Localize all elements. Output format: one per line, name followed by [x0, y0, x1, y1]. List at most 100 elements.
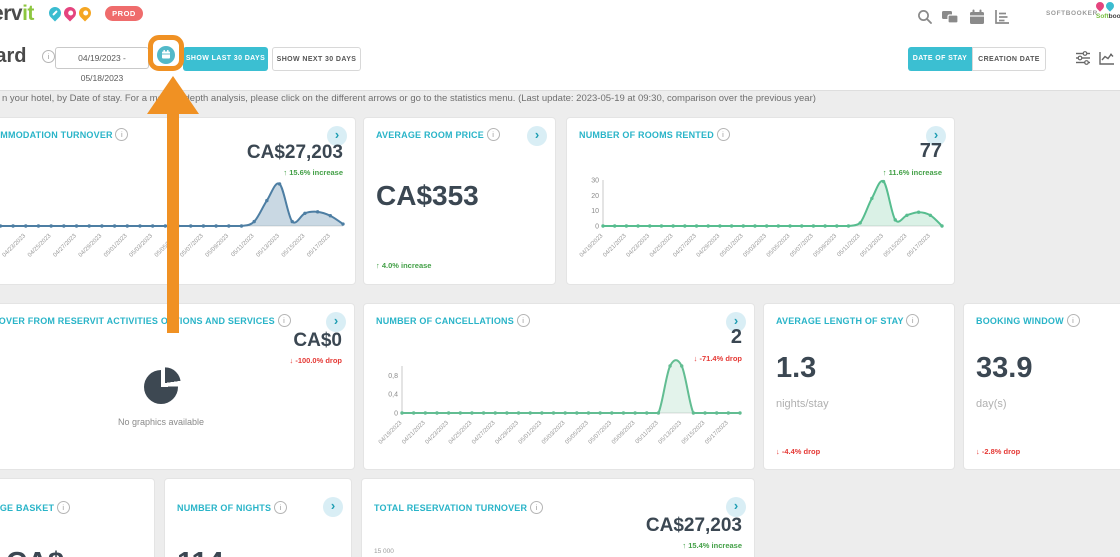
card-total-reservation-turnover: TOTAL RESERVATION TURNOVER i › CA$27,203…: [361, 478, 755, 557]
info-icon[interactable]: i: [1066, 314, 1080, 327]
top-header-bar: reservit PROD SOFTBOOKER: [0, 0, 1120, 35]
card-value: CA$27,203: [645, 515, 742, 536]
svg-text:0,8: 0,8: [388, 373, 398, 380]
card-rooms-rented: NUMBER OF ROOMS RENTED i › 77 ↑ 11.6% in…: [566, 117, 955, 285]
card-title: TURNOVER FROM RESERVIT ACTIVITIES OPTION…: [0, 314, 291, 327]
card-delta: ↑ 11.6% increase: [882, 168, 942, 177]
card-avg-length-of-stay: AVERAGE LENGTH OF STAY i 1.3 nights/stay…: [763, 303, 955, 470]
info-icon[interactable]: i: [56, 501, 70, 514]
info-icon[interactable]: i: [486, 128, 500, 141]
card-detail-chevron-button[interactable]: ›: [527, 126, 547, 146]
annotation-highlight-box: [148, 35, 184, 71]
svg-text:05/07/2023: 05/07/2023: [179, 233, 205, 259]
svg-text:05/15/2023: 05/15/2023: [681, 420, 707, 446]
svg-text:0: 0: [595, 224, 599, 231]
card-detail-chevron-button[interactable]: ›: [926, 126, 946, 146]
card-detail-chevron-button[interactable]: ›: [326, 312, 346, 332]
svg-text:10: 10: [591, 208, 599, 215]
card-title: AVERAGE BASKET i: [0, 501, 70, 514]
card-title: NUMBER OF NIGHTS i: [177, 501, 287, 514]
logo-pin-orange-icon: [76, 4, 94, 22]
partner-text-dark: booker: [1108, 13, 1120, 20]
date-picker-calendar-button[interactable]: [157, 46, 175, 64]
card-value: 2: [730, 326, 742, 348]
svg-text:05/09/2023: 05/09/2023: [813, 233, 839, 259]
card-delta: ↑ 15.4% increase: [682, 541, 742, 550]
card-average-room-price: AVERAGE ROOM PRICE i › CA$353 ↑ 4.0% inc…: [363, 117, 556, 285]
annotation-arrow-head: [147, 76, 199, 114]
svg-text:05/03/2023: 05/03/2023: [743, 233, 769, 259]
svg-text:04/25/2023: 04/25/2023: [649, 233, 675, 259]
card-title: BOOKING WINDOW i: [976, 314, 1080, 327]
card-detail-chevron-button[interactable]: ›: [726, 497, 746, 517]
card-booking-window: BOOKING WINDOW i 33.9 day(s) ↓ -2.8% dro…: [963, 303, 1120, 470]
svg-text:05/01/2023: 05/01/2023: [518, 420, 544, 446]
card-number-of-nights: NUMBER OF NIGHTS i › 114: [164, 478, 352, 557]
search-icon[interactable]: [916, 8, 934, 26]
calendar-icon[interactable]: [968, 8, 986, 26]
info-icon[interactable]: i: [906, 314, 920, 327]
svg-text:05/07/2023: 05/07/2023: [789, 233, 815, 259]
messages-icon[interactable]: [941, 8, 959, 26]
statistics-chart-icon[interactable]: [1098, 49, 1116, 67]
show-last-30-days-button[interactable]: SHOW LAST 30 DAYS: [183, 47, 268, 71]
info-icon[interactable]: i: [273, 501, 287, 514]
info-icon[interactable]: i: [716, 128, 730, 141]
svg-text:04/21/2023: 04/21/2023: [401, 420, 427, 446]
card-delta: ↑ 15.6% increase: [283, 168, 343, 177]
svg-text:04/25/2023: 04/25/2023: [448, 420, 474, 446]
svg-text:04/29/2023: 04/29/2023: [78, 233, 104, 259]
card-value: CA$27,203: [246, 142, 343, 163]
card-delta: ↑ 4.0% increase: [376, 261, 432, 270]
card-unit: day(s): [976, 398, 1007, 410]
svg-text:20: 20: [591, 193, 599, 200]
info-icon[interactable]: i: [115, 128, 129, 141]
logo-pin-pink-icon: [61, 4, 79, 22]
info-icon[interactable]: i: [277, 314, 291, 327]
page-title: Dashboard: [0, 45, 27, 67]
no-graphics-text: No graphics available: [117, 417, 205, 427]
card-delta: ↓ -100.0% drop: [289, 356, 342, 365]
card-cancellations: NUMBER OF CANCELLATIONS i › 2 ↓ -71.4% d…: [363, 303, 755, 470]
page-info-icon[interactable]: i: [42, 50, 55, 63]
svg-text:0,4: 0,4: [388, 392, 398, 399]
card-value: CA$: [6, 547, 64, 557]
softbooker-label: SOFTBOOKER: [1046, 10, 1098, 17]
svg-text:04/27/2023: 04/27/2023: [471, 420, 497, 446]
svg-text:30: 30: [591, 178, 599, 185]
info-icon[interactable]: i: [529, 501, 543, 514]
svg-text:05/13/2023: 05/13/2023: [859, 233, 885, 259]
reservit-logo[interactable]: reservit: [0, 2, 34, 26]
date-range-input[interactable]: 04/19/2023 - 05/18/2023: [55, 47, 149, 83]
card-title: NUMBER OF ROOMS RENTED i: [579, 128, 730, 141]
card-detail-chevron-button[interactable]: ›: [323, 497, 343, 517]
logo-text-dark: reserv: [0, 2, 23, 25]
svg-text:05/13/2023: 05/13/2023: [658, 420, 684, 446]
svg-text:04/27/2023: 04/27/2023: [52, 233, 78, 259]
info-icon[interactable]: i: [516, 314, 530, 327]
card-detail-chevron-button[interactable]: ›: [327, 126, 347, 146]
chart-y-tick: 15 000: [374, 548, 394, 555]
card-value: 114: [177, 547, 224, 557]
svg-text:05/13/2023: 05/13/2023: [255, 233, 281, 259]
card-detail-chevron-button[interactable]: ›: [726, 312, 746, 332]
date-of-stay-toggle[interactable]: DATE OF STAY: [908, 47, 972, 71]
creation-date-toggle[interactable]: CREATION DATE: [972, 47, 1046, 71]
svg-text:05/07/2023: 05/07/2023: [588, 420, 614, 446]
card-delta: ↓ -2.8% drop: [976, 447, 1021, 456]
rooms-rented-chart: 302010004/19/202304/21/202304/23/202304/…: [579, 178, 944, 259]
filter-sliders-icon[interactable]: [1074, 49, 1092, 67]
svg-text:05/09/2023: 05/09/2023: [205, 233, 231, 259]
stats-icon[interactable]: [993, 8, 1011, 26]
svg-text:05/17/2023: 05/17/2023: [306, 233, 332, 259]
show-next-30-days-button[interactable]: SHOW NEXT 30 DAYS: [272, 47, 361, 71]
svg-text:04/29/2023: 04/29/2023: [494, 420, 520, 446]
card-value: 77: [919, 140, 942, 162]
svg-text:05/05/2023: 05/05/2023: [564, 420, 590, 446]
partner-pin-teal-icon: [1104, 1, 1116, 12]
card-value: CA$353: [376, 180, 479, 211]
card-title: AVERAGE LENGTH OF STAY i: [776, 314, 920, 327]
svg-text:04/23/2023: 04/23/2023: [425, 420, 451, 446]
dashboard-toolbar: Dashboard i 04/19/2023 - 05/18/2023 SHOW…: [0, 34, 1120, 91]
svg-text:05/15/2023: 05/15/2023: [883, 233, 909, 259]
